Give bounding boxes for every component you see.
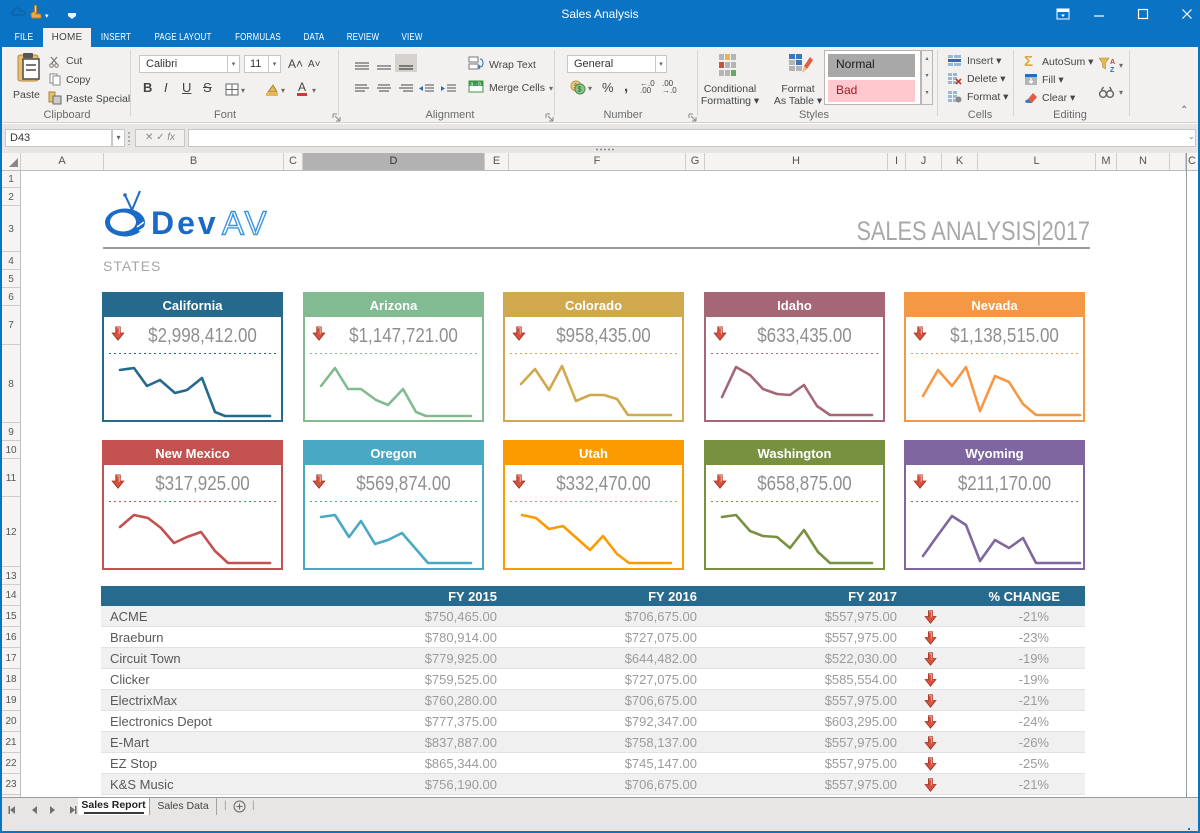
svg-text:AV: AV bbox=[222, 205, 270, 242]
svg-text:A: A bbox=[1110, 59, 1115, 66]
svg-text:$: $ bbox=[578, 87, 582, 94]
svg-text:Dev: Dev bbox=[151, 205, 219, 241]
svg-text:a→b: a→b bbox=[471, 82, 482, 88]
svg-text:Z: Z bbox=[1110, 67, 1115, 73]
